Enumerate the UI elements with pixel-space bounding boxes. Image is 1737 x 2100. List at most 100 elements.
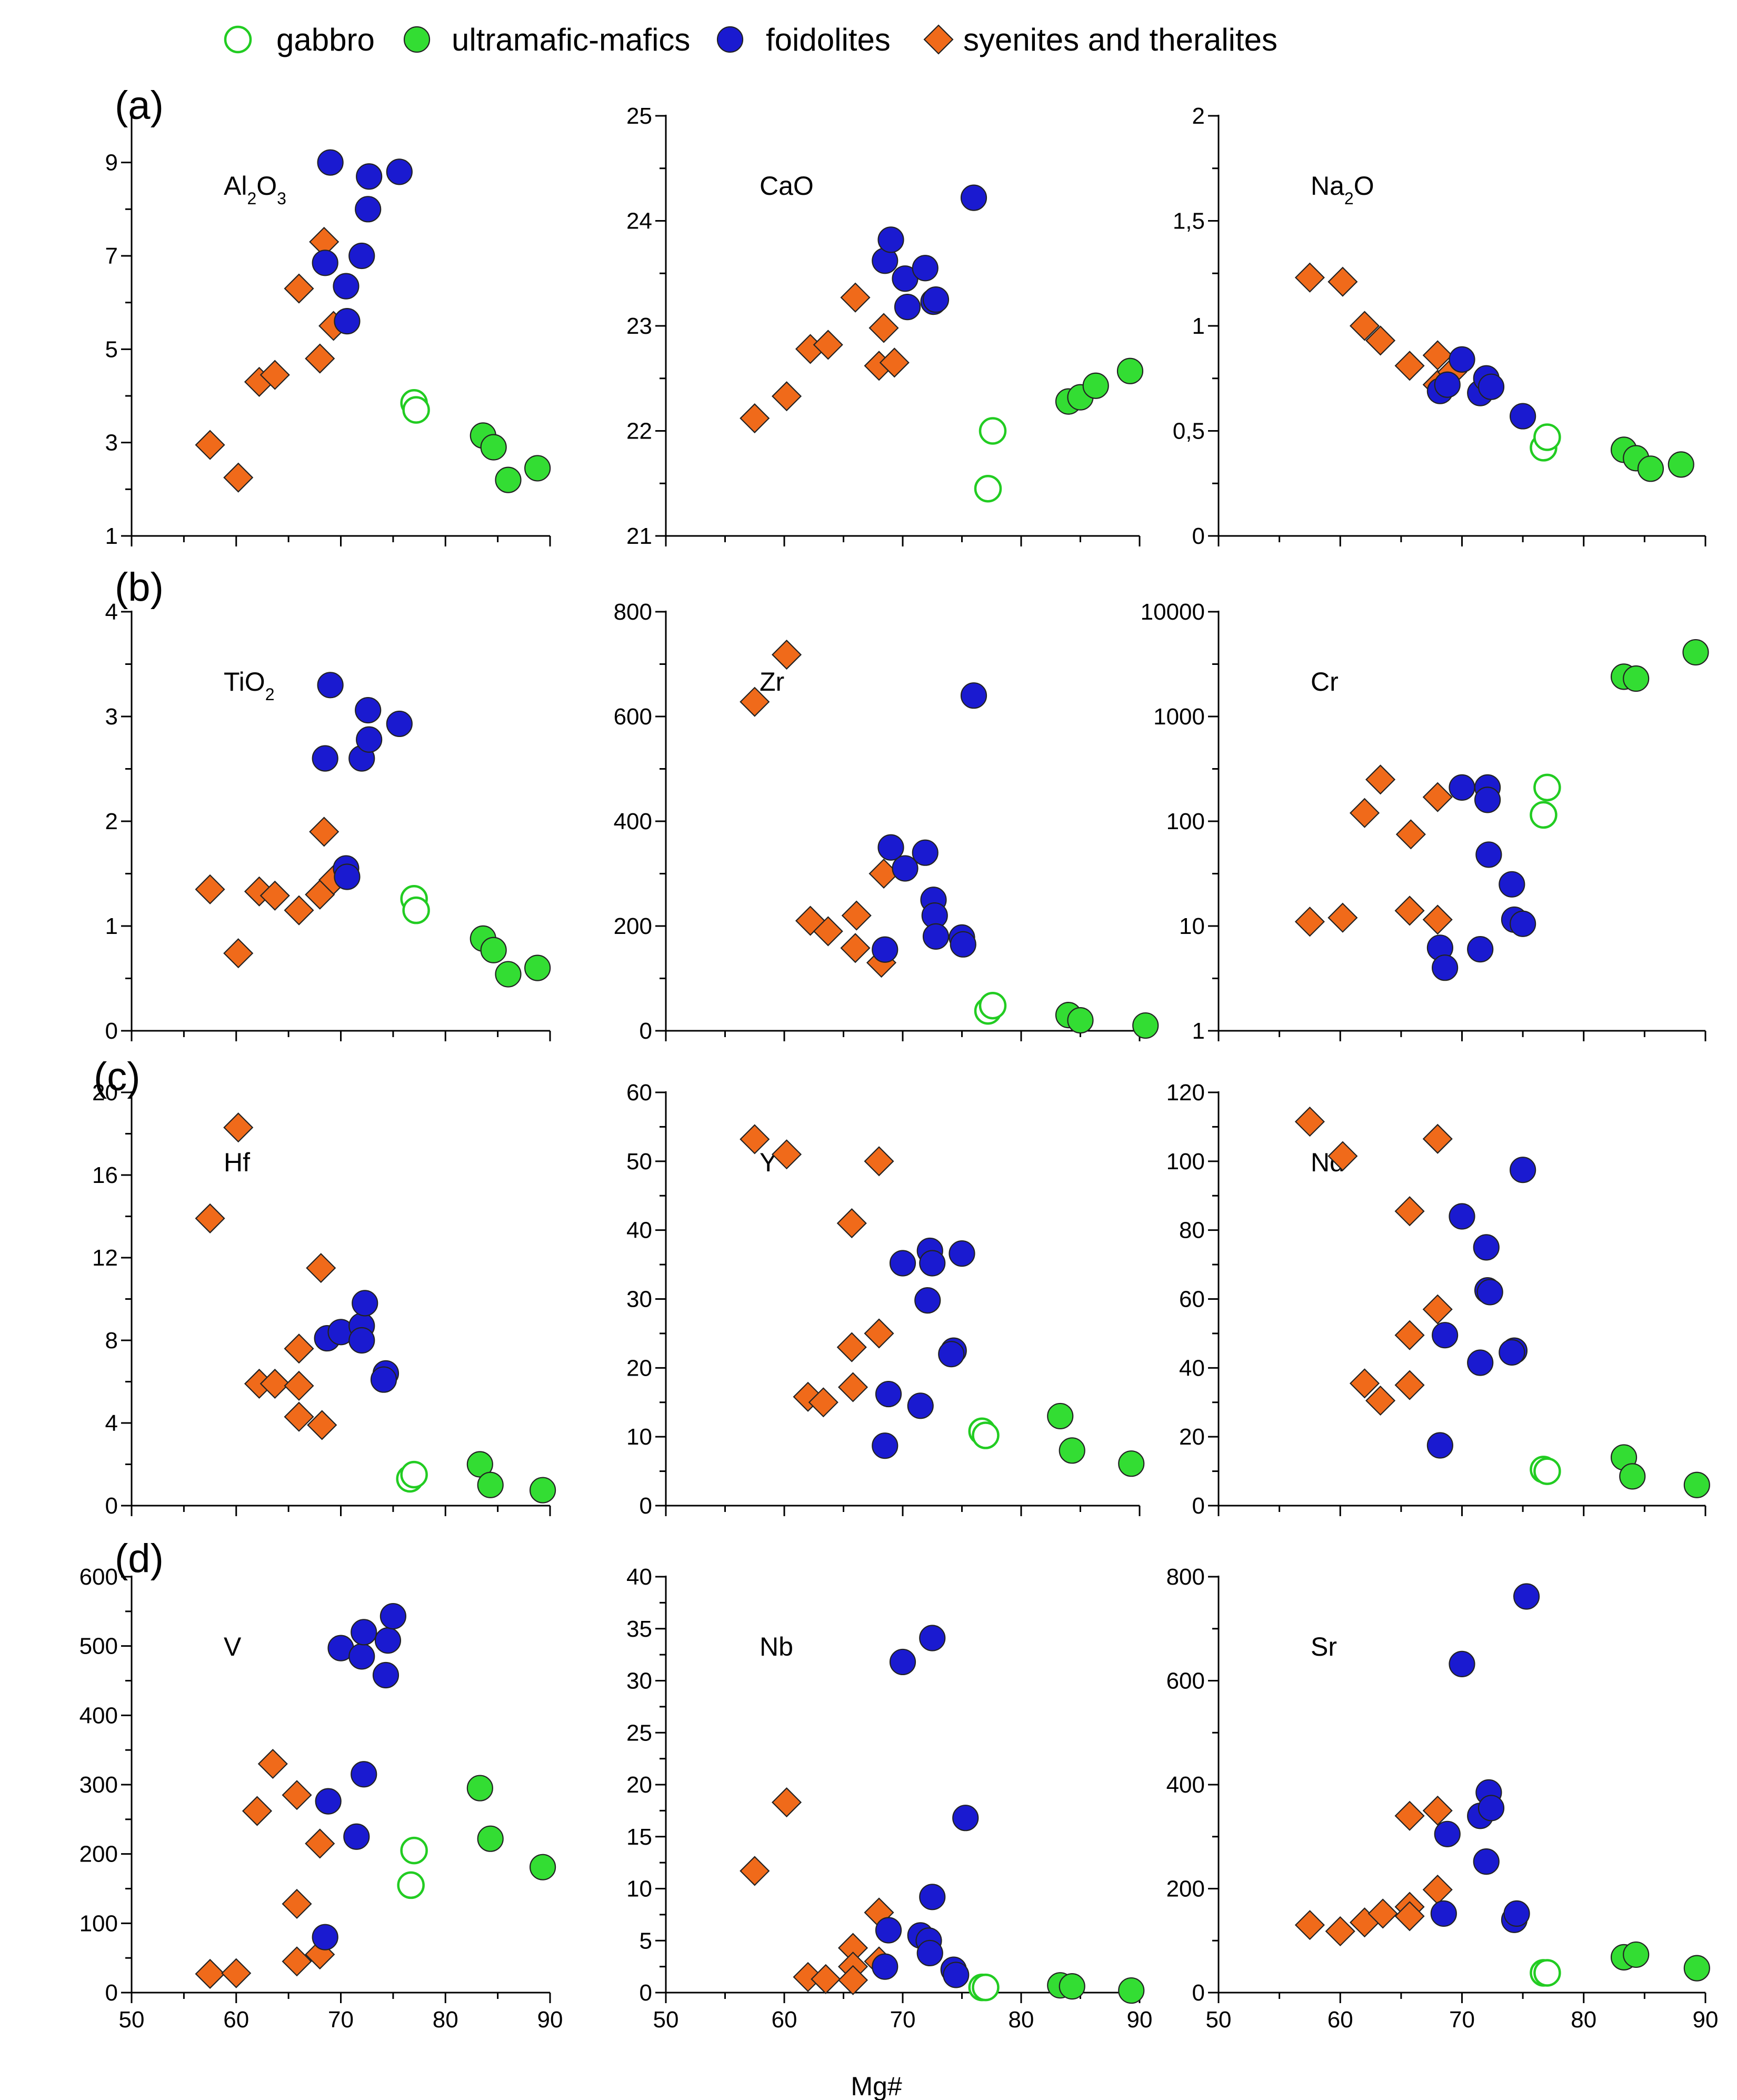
y-tick-label: 1 — [105, 523, 118, 549]
series-syenites — [195, 1748, 335, 1989]
series-foidolites — [1430, 1583, 1540, 1933]
point-syenites — [864, 1146, 894, 1177]
panel-label-subscript: 2 — [247, 189, 256, 208]
point-syenites — [284, 1370, 314, 1401]
series-ultramafic — [1047, 1972, 1145, 2004]
panel-label-text: Zr — [760, 667, 784, 696]
y-tick-label: 5 — [105, 336, 118, 362]
point-foidolites — [370, 1366, 397, 1393]
point-syenites — [1327, 266, 1358, 297]
point-ultramafic — [1623, 1941, 1650, 1968]
point-ultramafic — [1682, 639, 1709, 666]
point-foidolites — [355, 196, 382, 223]
point-syenites — [1394, 895, 1425, 926]
y-tick-label: 60 — [1179, 1287, 1205, 1312]
series-syenites — [1294, 1107, 1453, 1416]
point-syenites — [195, 430, 225, 460]
point-syenites — [740, 1856, 770, 1886]
point-syenites — [1365, 764, 1396, 795]
panel-label-subscript: 2 — [265, 685, 275, 704]
series-foidolites — [312, 672, 413, 890]
point-syenites — [257, 1748, 288, 1779]
panel-label-text: Nb — [760, 1632, 793, 1661]
point-foidolites — [1449, 1650, 1475, 1677]
series-ultramafic — [1610, 1444, 1710, 1498]
point-syenites — [1422, 782, 1453, 812]
y-tick-label: 50 — [626, 1149, 652, 1175]
series-gabbro — [397, 1836, 428, 1899]
point-syenites — [1422, 1795, 1453, 1826]
point-foidolites — [916, 1939, 943, 1967]
series-gabbro — [400, 389, 430, 424]
point-ultramafic — [1623, 665, 1650, 692]
series-gabbro — [400, 885, 430, 924]
y-tick-label: 12 — [92, 1245, 118, 1271]
y-tick-label: 10000 — [1141, 599, 1205, 625]
series-gabbro — [968, 1417, 1000, 1449]
point-syenites — [740, 403, 770, 434]
point-ultramafic — [1118, 1450, 1145, 1477]
series-foidolites — [872, 682, 987, 963]
y-tick-label: 3 — [105, 704, 118, 730]
x-tick-label: 50 — [1206, 2007, 1232, 2033]
series-foidolites — [872, 1237, 975, 1459]
point-gabbro — [402, 396, 430, 424]
x-tick-label: 70 — [890, 2007, 916, 2033]
y-tick-label: 80 — [1179, 1218, 1205, 1243]
series-syenites — [1294, 764, 1453, 937]
y-tick-label: 0 — [1192, 1980, 1205, 2006]
y-tick-label: 24 — [626, 208, 652, 234]
point-ultramafic — [1132, 1012, 1159, 1039]
point-foidolites — [950, 931, 976, 958]
panel-label-subscript: 2 — [1344, 189, 1354, 208]
point-syenites — [1294, 262, 1325, 293]
point-syenites — [307, 1410, 337, 1440]
y-tick-label: 600 — [79, 1564, 118, 1590]
series-foidolites — [1426, 1157, 1536, 1459]
y-tick-label: 200 — [614, 913, 652, 939]
point-foidolites — [1449, 774, 1475, 801]
x-tick-label: 60 — [223, 2007, 249, 2033]
legend: gabbro ultramafic-mafics foidolites syenite… — [224, 22, 1277, 57]
point-foidolites — [1473, 1848, 1500, 1875]
point-foidolites — [386, 158, 413, 185]
x-tick-label: 90 — [1127, 2007, 1153, 2033]
point-syenites — [284, 895, 314, 925]
legend-label-ultramafic: ultramafic-mafics — [452, 22, 690, 57]
x-tick-label: 90 — [1693, 2007, 1719, 2033]
series-syenites — [195, 817, 349, 969]
point-syenites — [879, 347, 910, 378]
point-foidolites — [872, 1953, 899, 1980]
row-label-3: (d) — [115, 1536, 164, 1581]
point-foidolites — [1467, 936, 1494, 963]
panel-label: Nb — [760, 1632, 793, 1661]
point-foidolites — [315, 1788, 342, 1815]
y-tick-label: 8 — [105, 1328, 118, 1353]
point-syenites — [1394, 1901, 1425, 1932]
point-syenites — [259, 880, 290, 911]
y-tick-label: 60 — [626, 1080, 652, 1106]
point-ultramafic — [1059, 1437, 1085, 1464]
point-foidolites — [1499, 871, 1525, 898]
point-ultramafic — [524, 455, 551, 482]
point-syenites — [244, 876, 275, 907]
panel-label: V — [224, 1632, 242, 1661]
point-syenites — [868, 313, 899, 343]
y-tick-label: 200 — [1166, 1876, 1205, 1902]
y-tick-label: 400 — [614, 809, 652, 834]
panel-label-text: O — [1354, 171, 1374, 201]
point-foidolites — [912, 255, 939, 282]
y-tick-label: 0 — [640, 1018, 652, 1044]
point-syenites — [793, 1962, 823, 1992]
panel-label-text: Sr — [1311, 1632, 1337, 1661]
panel-cr: 1 10 100 1000 10000 Cr — [1141, 599, 1709, 1044]
point-syenites — [1394, 1370, 1425, 1400]
series-syenites — [195, 1112, 337, 1440]
point-syenites — [836, 1208, 867, 1239]
point-ultramafic — [524, 954, 551, 981]
point-foidolites — [356, 163, 383, 190]
series-ultramafic — [1055, 357, 1144, 415]
y-tick-label: 100 — [79, 1910, 118, 1936]
point-gabbro — [1533, 1457, 1561, 1485]
